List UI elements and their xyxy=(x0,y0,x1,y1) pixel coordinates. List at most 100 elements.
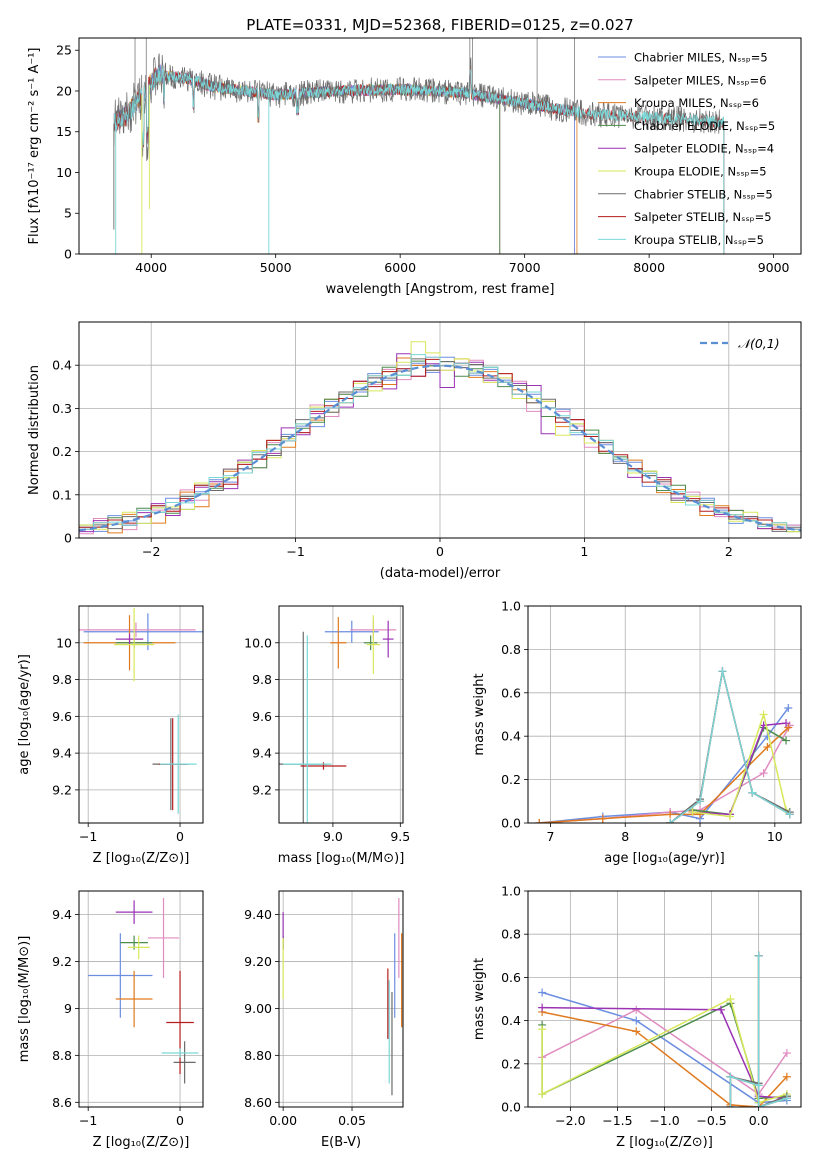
y-tick-label: 9.4 xyxy=(252,746,272,761)
x-tick-label: 4000 xyxy=(135,260,167,275)
y-tick-label: 0.6 xyxy=(501,970,521,985)
y-tick-label: 9.8 xyxy=(52,672,72,687)
chart-panel-massweight-vs-Z: −2.0 −1.5 −1.0 −0.5 0.0 0.0 0.2 0.4 0.6 0.8 1.0 Z [… xyxy=(472,884,802,1150)
x-tick-label: −2 xyxy=(142,544,160,559)
x-tick-label: 9.5 xyxy=(390,829,410,844)
x-axis-label: Z [log₁₀(Z/Z⊙)] xyxy=(93,1135,190,1150)
series-line xyxy=(541,1008,788,1096)
spectrum-line xyxy=(113,53,725,161)
y-tick-label: 0.4 xyxy=(501,729,521,744)
series-line xyxy=(539,726,789,823)
x-tick-label: −0.5 xyxy=(696,1113,726,1128)
legend-label: Kroupa STELIB, Nₛₛₚ=5 xyxy=(634,233,764,247)
data-point xyxy=(632,1016,641,1025)
data-point xyxy=(748,788,757,797)
x-tick-label: 6000 xyxy=(384,260,416,275)
x-tick-label: 9 xyxy=(696,829,704,844)
x-tick-label: 8 xyxy=(621,829,629,844)
y-tick-label: 5 xyxy=(64,206,72,221)
x-tick-label: 7 xyxy=(546,829,554,844)
histogram-steps xyxy=(79,341,801,533)
series-line xyxy=(692,711,787,818)
chart-panel-age-vs-mass: 9.0 9.5 9.2 9.4 9.6 9.8 10.0 mass [log₁₀(M/M⊙)] xyxy=(244,605,410,866)
y-tick-label: 0.2 xyxy=(52,444,72,459)
data-point xyxy=(759,769,768,778)
axes-frame xyxy=(527,890,802,1108)
chart-panel-mass-vs-Z: −1 0 8.6 8.8 9 9.2 9.4 Z [log₁₀(Z/Z⊙)] mass [log… xyxy=(17,890,204,1150)
y-tick-label: 0 xyxy=(64,247,72,262)
y-tick-label: 0.6 xyxy=(501,685,521,700)
legend-label: 𝒩(0,1) xyxy=(738,336,780,351)
y-tick-label: 0.8 xyxy=(501,642,521,657)
data-point xyxy=(538,1090,547,1099)
axes-frame xyxy=(78,37,802,255)
plot-area-massweight-vs-age xyxy=(535,667,794,823)
data-point xyxy=(726,995,735,1003)
data-point xyxy=(754,1103,763,1107)
data-point xyxy=(538,1003,547,1012)
x-axis-label: Z [log₁₀(Z/Z⊙)] xyxy=(93,851,190,866)
data-point xyxy=(782,736,791,745)
data-point xyxy=(763,743,772,752)
x-tick-label: 9000 xyxy=(758,260,790,275)
series-line xyxy=(542,1006,787,1100)
legend-label: Kroupa ELODIE, Nₛₛₚ=5 xyxy=(634,165,767,179)
y-tick-label: 15 xyxy=(56,124,72,139)
data-point xyxy=(598,814,607,823)
data-point xyxy=(696,797,705,806)
plot-area-mass-vs-EBV xyxy=(282,898,403,1096)
x-tick-label: 0 xyxy=(176,829,184,844)
data-point xyxy=(782,1094,791,1103)
y-tick-label: 0.2 xyxy=(501,772,521,787)
plot-area-mass-vs-Z xyxy=(88,898,199,1084)
chart-panel-residual-histogram: −2 −1 0 1 2 0 0.1 0.2 0.3 0.4 (data-model)/error No… xyxy=(27,321,802,581)
plot-area-age-vs-mass xyxy=(279,615,397,823)
x-axis-label: mass [log₁₀(M/M⊙)] xyxy=(278,851,405,866)
legend-label: Chabrier MILES, Nₛₛₚ=5 xyxy=(634,51,768,65)
data-point xyxy=(784,703,793,712)
x-tick-label: 0.0 xyxy=(749,1113,769,1128)
y-tick-label: 8.8 xyxy=(52,1048,72,1063)
y-tick-label: 0.3 xyxy=(52,401,72,416)
y-tick-label: 10 xyxy=(56,635,72,650)
data-point xyxy=(754,1081,763,1090)
chart-panel-age-vs-Z: −1 0 9.2 9.4 9.6 9.8 10 Z [log₁₀(Z/Z⊙)] age [log… xyxy=(17,605,204,866)
y-tick-label: 0.0 xyxy=(501,816,521,831)
y-tick-label: 1.0 xyxy=(501,884,521,899)
spectrum-line xyxy=(113,65,725,149)
legend-label: Chabrier STELIB, Nₛₛₚ=5 xyxy=(634,187,773,201)
x-tick-label: −1.5 xyxy=(602,1113,632,1128)
x-axis-label: wavelength [Angstrom, rest frame] xyxy=(326,282,555,297)
y-tick-label: 9.2 xyxy=(252,782,272,797)
data-point xyxy=(666,810,675,819)
data-point xyxy=(782,1072,791,1081)
legend-label: Kroupa MILES, Nₛₛₚ=6 xyxy=(634,96,759,110)
x-tick-label: −1 xyxy=(286,544,304,559)
data-point xyxy=(726,1072,735,1081)
y-tick-label: 10.0 xyxy=(244,635,272,650)
y-tick-label: 8.80 xyxy=(244,1048,272,1063)
y-tick-label: 9.4 xyxy=(52,907,72,922)
x-tick-label: 10 xyxy=(767,829,783,844)
x-tick-label: 9.0 xyxy=(323,829,343,844)
series-line xyxy=(539,724,791,823)
x-axis-label: Z [log₁₀(Z/Z⊙)] xyxy=(616,1135,713,1150)
series-line xyxy=(729,955,788,1107)
y-axis-label: mass [log₁₀(M/M⊙)] xyxy=(17,936,32,1063)
y-tick-label: 9.2 xyxy=(52,954,72,969)
histogram-steps xyxy=(79,353,801,533)
y-axis-label: mass weight xyxy=(472,673,487,755)
y-tick-label: 9.2 xyxy=(52,782,72,797)
x-tick-label: −1 xyxy=(79,1113,97,1128)
x-tick-label: −2.0 xyxy=(555,1113,585,1128)
y-tick-label: 9.6 xyxy=(52,709,72,724)
x-tick-label: 0 xyxy=(176,1113,184,1128)
data-point xyxy=(632,1005,641,1014)
figure-title: PLATE=0331, MJD=52368, FIBERID=0125, z=0… xyxy=(246,16,633,34)
data-point xyxy=(696,810,705,819)
x-axis-label: E(B-V) xyxy=(321,1135,361,1150)
chart-panel-spectrum: 4000 5000 6000 7000 8000 9000 0 5 10 15 20 25 wavele… xyxy=(27,37,802,297)
axes-frame xyxy=(278,605,404,824)
gaussian-curve xyxy=(79,364,801,532)
